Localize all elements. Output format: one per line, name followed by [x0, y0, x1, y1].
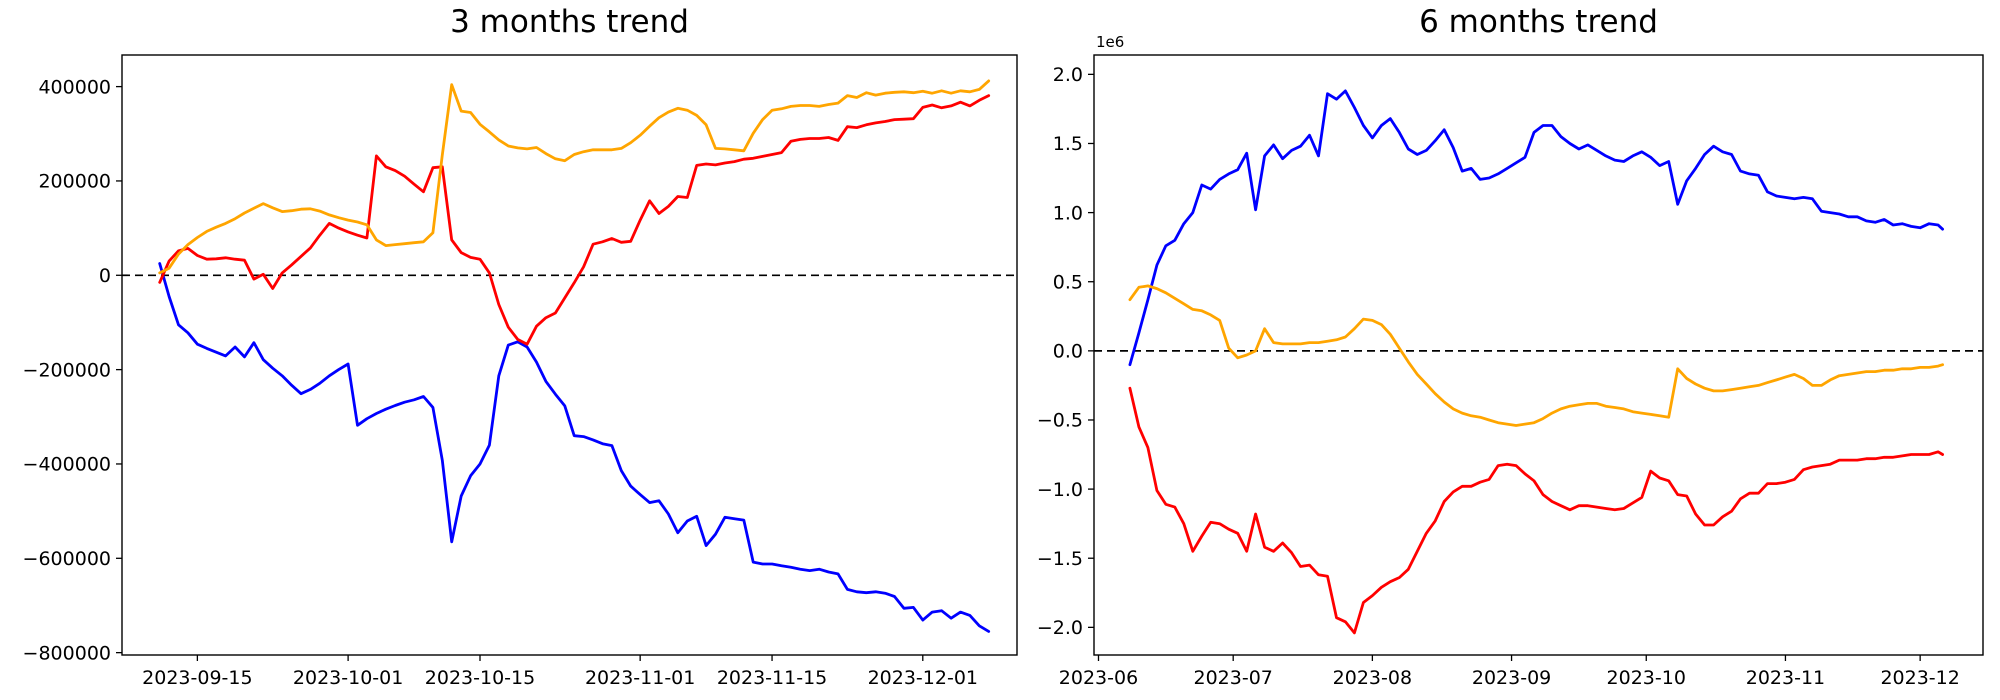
series-line-orange	[158, 79, 991, 275]
y-tick-label: 0	[99, 265, 111, 287]
series-line-red	[158, 94, 991, 346]
chart-title: 3 months trend	[450, 4, 689, 40]
three-months-trend-chart: 400000 200000 0 −200000 −400000 −600000 −80000…	[23, 4, 1018, 689]
x-tick-label: 2023-09-15	[142, 667, 252, 689]
y-tick-label: 1.5	[1053, 133, 1083, 155]
x-tick-label: 2023-09	[1472, 667, 1551, 689]
series-line-blue	[1128, 89, 1944, 367]
y-tick-label: 400000	[38, 76, 111, 98]
x-tick-label: 2023-10	[1607, 667, 1686, 689]
x-tick-label: 2023-10-15	[425, 667, 535, 689]
y-tick-label: 2.0	[1053, 64, 1083, 86]
six-months-trend-chart: 2.0 1.5 1.0 0.5 0.0 −0.5 −1.0 −1.5 −2.0 2023-06 20…	[1037, 4, 1984, 689]
y-tick-label: −800000	[23, 642, 111, 664]
x-tick-label: 2023-12-01	[868, 667, 978, 689]
axis-offset-label: 1e6	[1096, 33, 1124, 51]
y-tick-label: 0.5	[1053, 271, 1083, 293]
series-line-red	[1128, 386, 1944, 635]
series-line-orange	[1128, 284, 1944, 427]
plot-border	[121, 54, 1018, 656]
series-line-blue	[158, 262, 991, 633]
x-tick-label: 2023-10-01	[293, 667, 403, 689]
y-tick-label: −1.5	[1037, 548, 1083, 570]
x-tick-label: 2023-12	[1880, 667, 1959, 689]
y-tick-label: −2.0	[1037, 617, 1083, 639]
x-tick-label: 2023-11-15	[717, 667, 827, 689]
y-tick-label: −400000	[23, 454, 111, 476]
chart-title: 6 months trend	[1419, 4, 1658, 40]
x-tick-label: 2023-07	[1193, 667, 1272, 689]
x-tick-label: 2023-08	[1333, 667, 1412, 689]
y-tick-label: −200000	[23, 359, 111, 381]
y-tick-label: 1.0	[1053, 202, 1083, 224]
y-tick-label: −0.5	[1037, 410, 1083, 432]
y-tick-label: 0.0	[1053, 341, 1083, 363]
x-tick-label: 2023-06	[1059, 667, 1138, 689]
x-tick-label: 2023-11-01	[585, 667, 695, 689]
x-tick-label: 2023-11	[1746, 667, 1825, 689]
y-tick-label: −600000	[23, 548, 111, 570]
plot-border	[1093, 54, 1984, 656]
y-tick-label: 200000	[38, 171, 111, 193]
y-tick-label: −1.0	[1037, 479, 1083, 501]
